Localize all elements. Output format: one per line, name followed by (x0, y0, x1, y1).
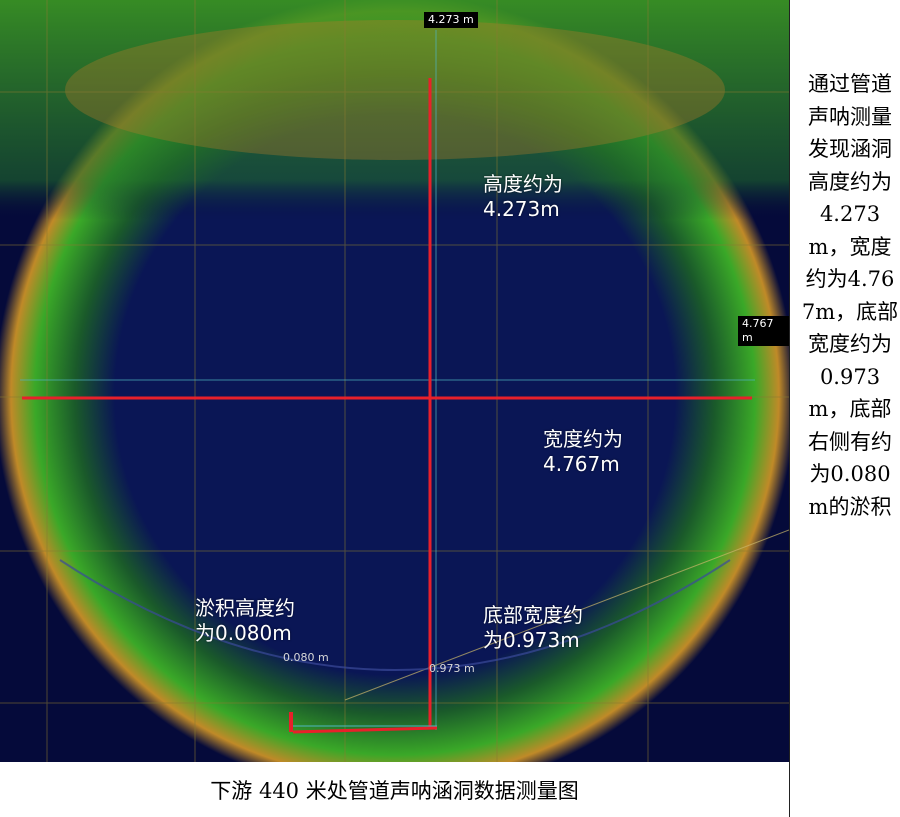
upper-echo-fill (0, 0, 789, 400)
sonar-scan-graphic (0, 0, 789, 762)
measurement-lines (22, 78, 752, 734)
sonar-image: 4.273 m 4.767 m 高度约为 4.273m 宽度约为 4.767m … (0, 0, 789, 762)
sediment-small-value: 0.080 m (283, 651, 329, 664)
bottom-arc (59, 559, 731, 671)
bottom-small-value: 0.973 m (429, 662, 475, 675)
bottom-measure-line (292, 726, 438, 734)
wall-echo-top (65, 20, 725, 160)
width-label: 宽度约为 4.767m (543, 427, 623, 476)
divider (789, 0, 790, 817)
side-description: 通过管道声呐测量发现涵洞高度约为4.273m，宽度约为4.767m，底部宽度约为… (801, 72, 899, 519)
sediment-label: 淤积高度约 为0.080m (195, 596, 295, 645)
figure-caption: 下游 440 米处管道声呐涵洞数据测量图 (210, 779, 579, 803)
height-label: 高度约为 4.273m (483, 172, 563, 221)
bottom-width-label: 底部宽度约 为0.973m (483, 603, 583, 652)
width-tag: 4.767 m (738, 316, 789, 346)
height-tag: 4.273 m (424, 12, 478, 28)
diagonal-guide (344, 529, 789, 701)
